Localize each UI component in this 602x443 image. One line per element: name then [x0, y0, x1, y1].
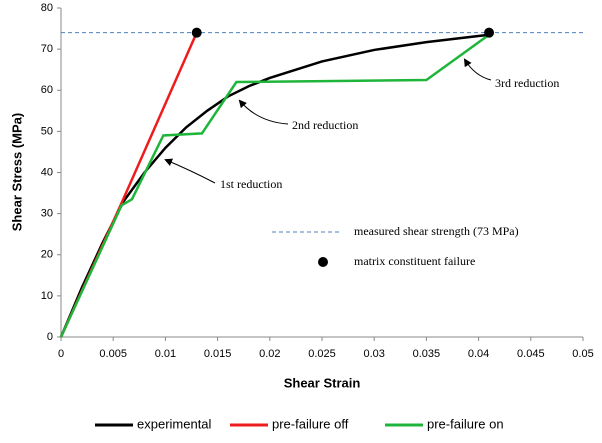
x-tick-label: 0.005 [99, 348, 127, 360]
legend-label: experimental [137, 416, 212, 431]
y-tick-label: 10 [41, 290, 53, 302]
y-tick-label: 0 [47, 331, 53, 343]
y-tick-label: 50 [41, 125, 53, 137]
annotation: 3rd reduction [495, 76, 559, 90]
annotation: 2nd reduction [292, 118, 358, 132]
x-tick-label: 0.035 [413, 348, 441, 360]
failure-marker [484, 27, 495, 38]
legend-label: measured shear strength (73 MPa) [354, 224, 519, 238]
x-tick-label: 0.01 [155, 348, 176, 360]
y-axis-label: Shear Stress (MPa) [9, 113, 24, 232]
y-tick-label: 80 [41, 2, 53, 14]
annotation-arrow [238, 99, 289, 125]
x-tick-label: 0.025 [308, 348, 336, 360]
y-tick-label: 20 [41, 249, 53, 261]
y-tick-label: 60 [41, 84, 53, 96]
x-tick-label: 0.05 [572, 348, 593, 360]
series-line [59, 33, 490, 338]
annotation-arrow [463, 58, 492, 81]
x-tick-label: 0.04 [468, 348, 489, 360]
y-tick-label: 70 [41, 43, 53, 55]
legend-swatch [318, 257, 328, 267]
annotation: 1st reduction [220, 177, 282, 191]
annotation-arrow [164, 158, 216, 184]
y-tick-label: 30 [41, 208, 53, 220]
x-tick-label: 0 [58, 348, 64, 360]
failure-marker [191, 27, 202, 38]
legend-label: matrix constituent failure [354, 254, 475, 268]
legend-label: pre-failure off [272, 416, 349, 431]
x-tick-label: 0.045 [517, 348, 545, 360]
x-tick-label: 0.015 [204, 348, 232, 360]
x-axis-label: Shear Strain [284, 375, 361, 390]
legend-label: pre-failure on [427, 416, 504, 431]
y-tick-label: 40 [41, 166, 53, 178]
x-tick-label: 0.02 [259, 348, 280, 360]
x-tick-label: 0.03 [363, 348, 384, 360]
